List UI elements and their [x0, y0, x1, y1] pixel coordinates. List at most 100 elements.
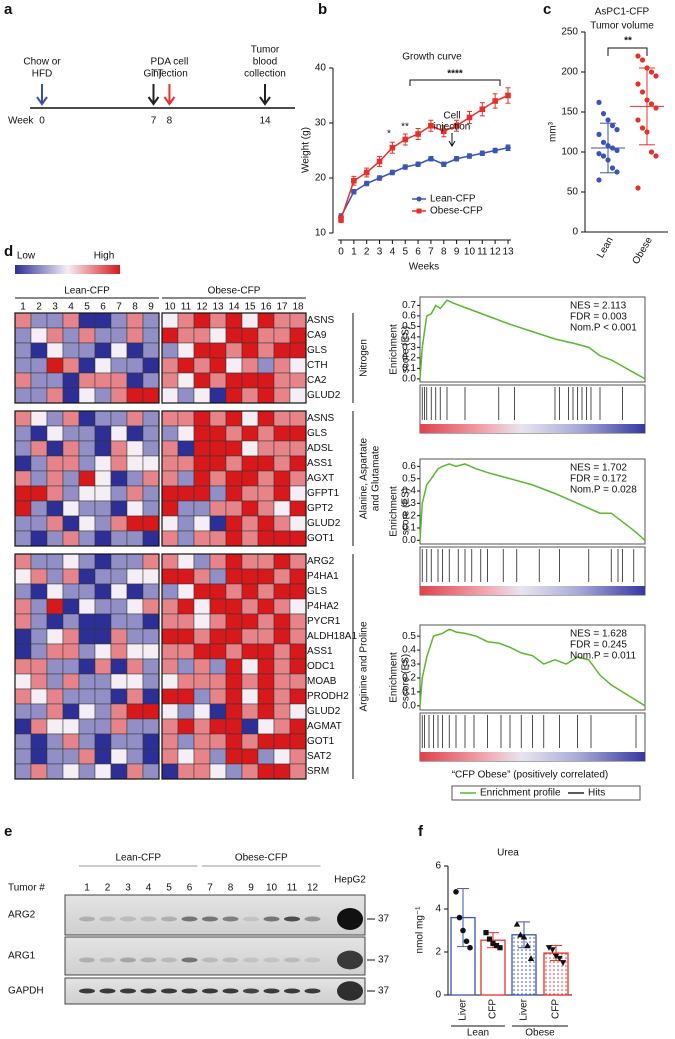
- heat-cell: [142, 440, 160, 457]
- point: [483, 930, 489, 936]
- heat-cell: [94, 342, 112, 359]
- heat-cell: [209, 440, 227, 457]
- heat-cell: [46, 327, 64, 344]
- band: [284, 957, 300, 963]
- column-label: 7: [116, 302, 122, 313]
- heat-cell: [225, 425, 243, 442]
- event-label: Tumor: [251, 45, 280, 56]
- heat-cell: [225, 718, 243, 735]
- heat-cell: [110, 425, 128, 442]
- legend-marker: [416, 208, 422, 214]
- heat-cell: [142, 485, 160, 502]
- band: [79, 957, 95, 963]
- band: [79, 916, 95, 922]
- heat-cell: [257, 658, 275, 675]
- band: [79, 988, 95, 994]
- heat-cell: [289, 357, 307, 374]
- column-label: 9: [148, 302, 154, 313]
- heat-cell: [78, 372, 96, 389]
- point: [460, 927, 466, 934]
- blot-frame: [64, 894, 366, 936]
- heat-cell: [289, 342, 307, 359]
- point: [600, 111, 607, 117]
- gene-label: P4HA2: [307, 601, 339, 612]
- marker: [440, 128, 447, 135]
- heat-cell: [110, 485, 128, 502]
- heat-cell: [257, 500, 275, 517]
- point: [596, 177, 602, 183]
- heat-cell: [30, 425, 48, 442]
- heat-cell: [46, 658, 64, 675]
- heat-cell: [225, 357, 243, 374]
- heat-cell: [225, 568, 243, 585]
- heat-cell: [177, 658, 195, 675]
- point: [453, 889, 459, 895]
- heat-cell: [94, 763, 112, 780]
- heat-cell: [193, 312, 211, 329]
- heat-cell: [110, 530, 128, 547]
- heat-cell: [161, 387, 179, 404]
- heat-cell: [193, 500, 211, 517]
- heat-cell: [177, 613, 195, 630]
- heat-cell: [142, 387, 160, 404]
- heat-cell: [126, 553, 144, 570]
- point: [635, 53, 641, 59]
- y-tick-label: 20: [315, 173, 327, 184]
- heat-cell: [14, 718, 32, 735]
- heat-cell: [225, 470, 243, 487]
- heat-cell: [62, 515, 80, 532]
- heat-cell: [126, 688, 144, 705]
- heat-cell: [94, 357, 112, 374]
- heat-cell: [94, 553, 112, 570]
- y-tick-label: 0.2: [402, 673, 416, 684]
- heat-cell: [14, 688, 32, 705]
- stat-label: FDR = 0.172: [570, 474, 627, 485]
- heat-cell: [30, 673, 48, 690]
- x-axis-label: Weeks: [409, 262, 439, 273]
- heat-cell: [161, 583, 179, 600]
- heat-cell: [209, 553, 227, 570]
- heat-cell: [273, 470, 291, 487]
- heat-cell: [193, 583, 211, 600]
- heat-cell: [161, 658, 179, 675]
- marker: [428, 122, 434, 129]
- heat-cell: [14, 583, 32, 600]
- heat-cell: [241, 553, 259, 570]
- row-label: ARG2: [8, 910, 36, 921]
- heat-cell: [209, 718, 227, 735]
- heat-cell: [142, 342, 160, 359]
- band: [263, 916, 280, 922]
- heat-cell: [30, 387, 48, 404]
- heat-cell: [273, 568, 291, 585]
- heat-cell: [46, 500, 64, 517]
- band: [140, 988, 157, 994]
- heat-cell: [241, 733, 259, 750]
- x-tick-label: 10: [464, 247, 476, 258]
- heat-cell: [241, 703, 259, 720]
- x-tick-label: 14: [259, 116, 271, 127]
- heat-cell: [30, 515, 48, 532]
- marker: [402, 164, 409, 170]
- heat-cell: [257, 327, 275, 344]
- heat-cell: [225, 598, 243, 615]
- y-tick-label: 0.7: [402, 300, 416, 311]
- heat-cell: [241, 658, 259, 675]
- point: [614, 127, 620, 133]
- heat-cell: [126, 485, 144, 502]
- heat-cell: [14, 485, 32, 502]
- heat-cell: [209, 530, 227, 547]
- heat-cell: [161, 530, 179, 547]
- heat-cell: [225, 410, 243, 427]
- band: [202, 916, 218, 922]
- heat-cell: [62, 470, 80, 487]
- heat-cell: [14, 440, 32, 457]
- heat-cell: [177, 530, 195, 547]
- heat-cell: [273, 688, 291, 705]
- band: [120, 988, 136, 994]
- x-tick-label: Liver: [519, 998, 530, 1020]
- lane-label: 6: [187, 883, 193, 894]
- point: [517, 931, 524, 938]
- heat-cell: [225, 342, 243, 359]
- point: [635, 81, 641, 87]
- heat-cell: [177, 327, 195, 344]
